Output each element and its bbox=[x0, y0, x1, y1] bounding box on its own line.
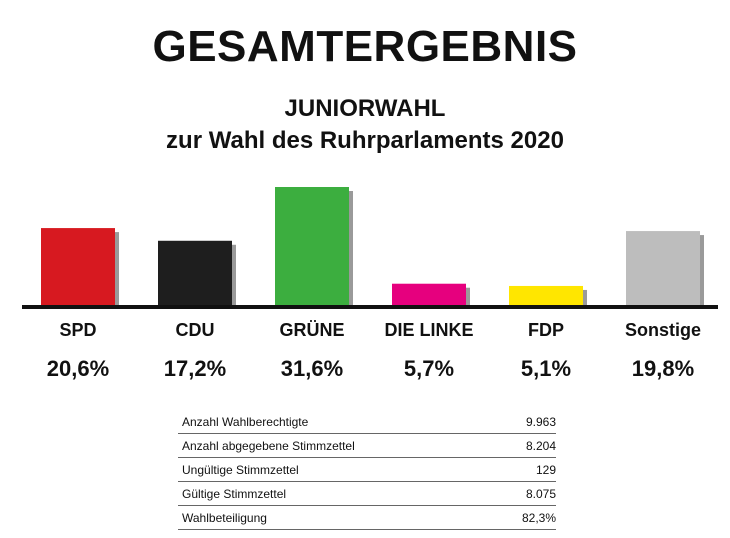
stat-label: Anzahl Wahlberechtigte bbox=[178, 410, 490, 434]
stat-value: 82,3% bbox=[489, 505, 556, 530]
bar-die-linke bbox=[392, 283, 466, 305]
bar-spd bbox=[41, 228, 115, 305]
table-row: Wahlbeteiligung 82,3% bbox=[178, 505, 556, 530]
stat-label: Wahlbeteiligung bbox=[178, 505, 490, 530]
category-label: Sonstige bbox=[625, 320, 701, 340]
stat-value: 8.075 bbox=[489, 481, 556, 506]
stat-value: 9.963 bbox=[489, 410, 556, 434]
chart-title: GESAMTERGEBNIS bbox=[152, 22, 578, 71]
category-label: FDP bbox=[528, 320, 564, 340]
bar-chart: SPD 20,6% CDU 17,2% GRÜNE 31,6% DIE LINKE 5,7% F… bbox=[22, 187, 718, 381]
value-label: 20,6% bbox=[47, 356, 109, 381]
bar-fdp bbox=[509, 285, 583, 305]
value-label: 5,7% bbox=[404, 356, 454, 381]
stat-label: Gültige Stimmzettel bbox=[178, 481, 490, 506]
value-label: 5,1% bbox=[521, 356, 571, 381]
stat-label: Anzahl abgegebene Stimmzettel bbox=[178, 433, 490, 458]
table-row: Anzahl Wahlberechtigte 9.963 bbox=[178, 410, 556, 434]
chart-subtitle-2: zur Wahl des Ruhrparlaments 2020 bbox=[166, 127, 564, 154]
chart-subtitle-1: JUNIORWAHL bbox=[284, 95, 446, 122]
category-label: GRÜNE bbox=[279, 320, 344, 340]
value-label: 17,2% bbox=[164, 356, 226, 381]
table-row: Gültige Stimmzettel 8.075 bbox=[178, 481, 556, 506]
bar-cdu bbox=[158, 240, 232, 305]
category-label: SPD bbox=[59, 320, 96, 340]
table-row: Anzahl abgegebene Stimmzettel 8.204 bbox=[178, 433, 556, 458]
stat-value: 129 bbox=[489, 457, 556, 482]
statistics-table: Anzahl Wahlberechtigte 9.963 Anzahl abge… bbox=[178, 410, 556, 530]
value-label: 31,6% bbox=[281, 356, 343, 381]
value-label: 19,8% bbox=[632, 356, 694, 381]
category-label: CDU bbox=[176, 320, 215, 340]
stat-label: Ungültige Stimmzettel bbox=[178, 457, 490, 482]
category-label: DIE LINKE bbox=[384, 320, 473, 340]
bar-grüne bbox=[275, 187, 349, 305]
table-row: Ungültige Stimmzettel 129 bbox=[178, 457, 556, 482]
stat-value: 8.204 bbox=[489, 433, 556, 458]
baseline-axis bbox=[22, 305, 718, 309]
bar-sonstige bbox=[626, 231, 700, 305]
